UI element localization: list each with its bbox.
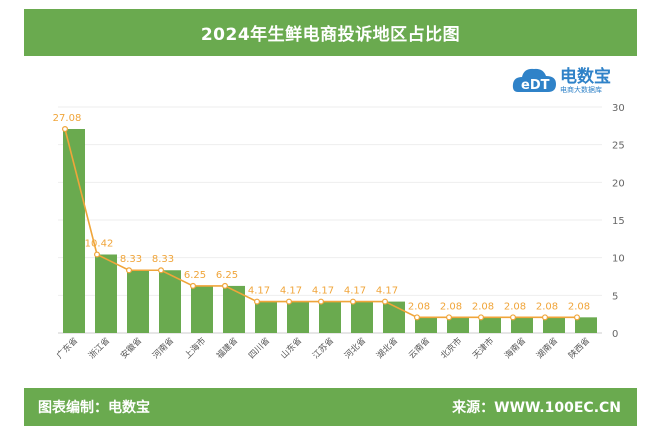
data-labels: 27.08 10.42 8.33 8.33 6.25 6.25 4.17 4.17 4.17 4.… xyxy=(53,113,590,312)
x-tick-label: 河北省 xyxy=(342,335,368,361)
bar xyxy=(351,301,373,333)
y-tick-label: 0 xyxy=(612,329,618,340)
x-tick-label: 江苏省 xyxy=(310,335,336,361)
x-tick-label: 山东省 xyxy=(278,335,304,361)
data-label: 4.17 xyxy=(312,286,334,297)
bar xyxy=(543,317,565,333)
line-point xyxy=(573,314,580,321)
bar xyxy=(287,301,309,333)
line-point xyxy=(318,298,325,305)
bar xyxy=(255,301,277,333)
chart-title: 2024年生鲜电商投诉地区占比图 xyxy=(200,25,461,45)
logo-badge: eDT xyxy=(521,78,550,93)
x-tick-label: 上海市 xyxy=(182,335,208,361)
bar xyxy=(223,285,245,333)
line-point xyxy=(190,282,197,289)
data-label: 27.08 xyxy=(53,113,82,124)
line-point xyxy=(286,298,293,305)
footer-banner: 图表编制：电数宝 来源：WWW.100EC.CN xyxy=(24,388,637,426)
line-point xyxy=(350,298,357,305)
bar xyxy=(127,270,149,333)
line-point xyxy=(382,298,389,305)
x-tick-label: 海南省 xyxy=(502,335,528,361)
data-label: 4.17 xyxy=(376,286,398,297)
x-tick-label: 云南省 xyxy=(406,335,432,361)
trend-line xyxy=(61,125,580,321)
x-tick-label: 湖北省 xyxy=(374,335,400,361)
logo-tagline: 电商大数据库 xyxy=(560,86,602,94)
x-tick-label: 四川省 xyxy=(246,335,272,361)
y-tick-label: 5 xyxy=(612,291,618,302)
data-label: 10.42 xyxy=(85,239,114,250)
y-tick-label: 10 xyxy=(612,254,625,265)
bar xyxy=(191,285,213,333)
x-tick-label: 安徽省 xyxy=(118,335,144,361)
bar xyxy=(479,317,501,333)
x-tick-label: 广东省 xyxy=(54,335,80,361)
line-point xyxy=(125,267,132,274)
x-tick-label: 陕西省 xyxy=(566,335,592,361)
x-tick-label: 北京市 xyxy=(438,335,464,361)
data-label: 4.17 xyxy=(344,286,366,297)
y-tick-label: 15 xyxy=(612,216,625,227)
bar xyxy=(95,254,117,333)
line-point xyxy=(541,314,548,321)
data-label: 8.33 xyxy=(120,254,142,265)
x-tick-label: 湖南省 xyxy=(534,335,560,361)
data-label: 6.25 xyxy=(216,270,238,281)
line-point xyxy=(510,314,517,321)
bar xyxy=(511,317,533,333)
logo-name: 电数宝 xyxy=(560,67,611,87)
line-point xyxy=(414,314,421,321)
data-label: 6.25 xyxy=(184,270,206,281)
line-point xyxy=(254,298,261,305)
footer-source: 来源：WWW.100EC.CN xyxy=(452,400,621,416)
bar xyxy=(159,270,181,333)
title-banner: 2024年生鲜电商投诉地区占比图 xyxy=(24,9,637,56)
x-tick-label: 天津市 xyxy=(470,335,496,361)
edt-logo-icon: eDT xyxy=(512,68,556,93)
footer-credit: 图表编制：电数宝 xyxy=(38,400,150,416)
line-point xyxy=(61,125,68,132)
line-point xyxy=(446,314,453,321)
x-tick-label: 河南省 xyxy=(150,335,176,361)
data-label: 2.08 xyxy=(472,301,494,312)
bar xyxy=(63,128,85,333)
data-label: 2.08 xyxy=(408,301,430,312)
y-tick-label: 25 xyxy=(612,141,625,152)
y-tick-label: 30 xyxy=(612,103,625,114)
bars xyxy=(63,128,597,333)
bar xyxy=(415,317,437,333)
data-label: 2.08 xyxy=(568,301,590,312)
y-tick-label: 20 xyxy=(612,178,625,189)
x-tick-label: 浙江省 xyxy=(86,335,112,361)
data-label: 2.08 xyxy=(440,301,462,312)
bar xyxy=(447,317,469,333)
line-point xyxy=(158,267,165,274)
x-axis-ticks: 广东省 浙江省 安徽省 河南省 上海市 福建省 四川省 山东省 江苏省 河北省 湖北省 云南省 北京市天… xyxy=(54,335,592,361)
line-point xyxy=(478,314,485,321)
bar xyxy=(575,317,597,333)
data-label: 4.17 xyxy=(248,286,270,297)
data-label: 4.17 xyxy=(280,286,302,297)
bar xyxy=(319,301,341,333)
data-label: 8.33 xyxy=(152,254,174,265)
data-label: 2.08 xyxy=(504,301,526,312)
y-axis-ticks: 0 5 10 15 20 25 30 xyxy=(612,103,625,340)
x-tick-label: 福建省 xyxy=(214,335,240,361)
data-label: 2.08 xyxy=(536,301,558,312)
line-point xyxy=(93,251,100,258)
line-point xyxy=(222,282,229,289)
